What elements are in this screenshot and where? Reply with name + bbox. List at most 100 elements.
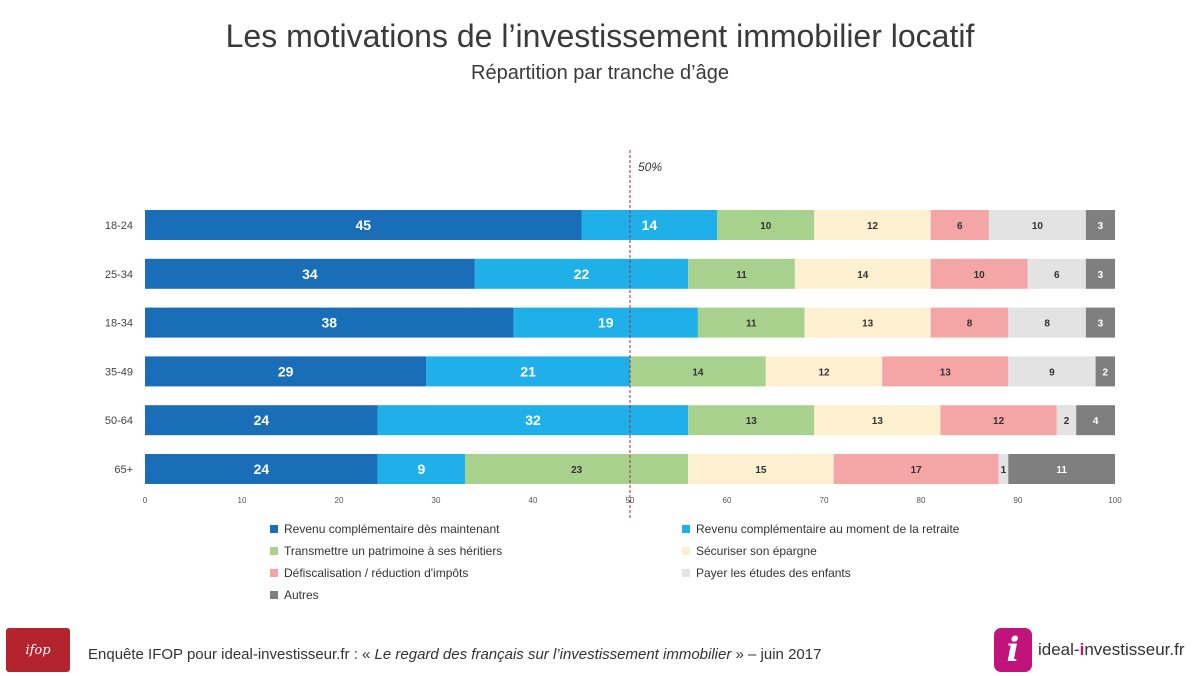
x-tick-label: 70 bbox=[820, 496, 829, 505]
data-label: 13 bbox=[872, 416, 884, 427]
bar-segment bbox=[804, 307, 931, 338]
data-label: 12 bbox=[993, 416, 1005, 427]
stacked-bar-chart: 18-24 45 14 10 12 6 10 325-34 34 22 11 14 10 6 318-34 3… bbox=[105, 150, 1122, 520]
bar-segment bbox=[688, 405, 815, 436]
data-label: 6 bbox=[957, 221, 963, 232]
data-label: 13 bbox=[940, 367, 952, 378]
data-label: 14 bbox=[642, 217, 658, 233]
legend-item: Autres bbox=[270, 588, 319, 602]
data-label: 11 bbox=[746, 319, 757, 330]
legend-swatch bbox=[270, 569, 278, 577]
legend-swatch bbox=[682, 547, 690, 555]
data-label: 19 bbox=[598, 315, 614, 331]
legend-item: Revenu complémentaire au moment de la re… bbox=[682, 522, 959, 536]
legend-swatch bbox=[270, 591, 278, 599]
footer-suffix: » – juin 2017 bbox=[731, 646, 822, 663]
data-label: 12 bbox=[867, 221, 879, 232]
x-tick-label: 80 bbox=[917, 496, 926, 505]
data-label: 13 bbox=[746, 416, 758, 427]
data-label: 23 bbox=[571, 465, 583, 476]
bar-segment bbox=[513, 307, 698, 338]
bar-segment bbox=[1056, 405, 1077, 436]
ideal-logo-highlight: i bbox=[1079, 640, 1085, 659]
data-label: 2 bbox=[1103, 367, 1109, 378]
bar-segment bbox=[688, 258, 795, 289]
legend-item: Revenu complémentaire dès maintenant bbox=[270, 522, 499, 536]
bar-segment bbox=[1085, 258, 1115, 289]
category-label: 18-34 bbox=[105, 318, 133, 330]
legend-label: Autres bbox=[284, 588, 319, 602]
data-label: 17 bbox=[911, 465, 923, 476]
legend-label: Revenu complémentaire dès maintenant bbox=[284, 522, 500, 536]
bar-segment bbox=[930, 258, 1028, 289]
legend-swatch bbox=[270, 547, 278, 555]
x-tick-label: 30 bbox=[432, 496, 441, 505]
category-label: 50-64 bbox=[105, 415, 133, 427]
bar-segment bbox=[1085, 307, 1115, 338]
legend-label: Payer les études des enfants bbox=[696, 566, 851, 580]
data-label: 6 bbox=[1054, 270, 1060, 281]
bar-segment bbox=[930, 210, 989, 240]
bar-segment bbox=[814, 210, 931, 240]
x-tick-label: 60 bbox=[723, 496, 732, 505]
bar-segment bbox=[998, 454, 1009, 484]
category-label: 35-49 bbox=[105, 366, 133, 378]
bar-segment bbox=[882, 356, 1009, 387]
data-label: 14 bbox=[857, 270, 869, 281]
bar-segment bbox=[688, 454, 834, 484]
data-label: 13 bbox=[862, 319, 874, 330]
data-label: 29 bbox=[278, 363, 294, 379]
legend-label: Transmettre un patrimoine à ses héritier… bbox=[284, 544, 503, 558]
legend-swatch bbox=[682, 569, 690, 577]
x-tick-label: 90 bbox=[1014, 496, 1023, 505]
data-label: 24 bbox=[254, 412, 270, 428]
legend-swatch bbox=[682, 525, 690, 533]
legend-item: Transmettre un patrimoine à ses héritier… bbox=[270, 544, 502, 558]
data-label: 11 bbox=[1056, 465, 1067, 476]
category-label: 18-24 bbox=[105, 220, 133, 232]
category-label: 25-34 bbox=[105, 269, 133, 281]
bar-segment bbox=[988, 210, 1086, 240]
legend-label: Revenu complémentaire au moment de la re… bbox=[696, 522, 960, 536]
data-label: 34 bbox=[302, 266, 318, 282]
data-label: 8 bbox=[1044, 319, 1050, 330]
x-tick-label: 10 bbox=[238, 496, 247, 505]
data-label: 21 bbox=[520, 363, 536, 379]
bar-segment bbox=[377, 454, 466, 484]
bar-segment bbox=[145, 405, 378, 436]
bar-segment bbox=[765, 356, 883, 387]
bar-segment bbox=[145, 210, 582, 240]
data-label: 24 bbox=[254, 461, 270, 477]
bar-segment bbox=[474, 258, 689, 289]
data-label: 12 bbox=[818, 367, 830, 378]
ideal-logo-suffix: nvestisseur.fr bbox=[1084, 640, 1185, 659]
data-label: 9 bbox=[418, 461, 426, 477]
data-label: 3 bbox=[1098, 221, 1104, 232]
bar-segment bbox=[465, 454, 689, 484]
bar-segment bbox=[1008, 454, 1115, 484]
legend-item: Payer les études des enfants bbox=[682, 566, 851, 580]
bar-segment bbox=[426, 356, 630, 387]
category-label: 65+ bbox=[114, 464, 133, 476]
bar-segment bbox=[814, 405, 941, 436]
bar-segment bbox=[794, 258, 931, 289]
bar-segment bbox=[1008, 356, 1096, 387]
data-label: 11 bbox=[736, 270, 747, 281]
bar-segment bbox=[145, 356, 427, 387]
legend-label: Défiscalisation / réduction d'impôts bbox=[284, 566, 469, 580]
ideal-i-icon: i bbox=[994, 628, 1032, 672]
data-label: 45 bbox=[355, 217, 371, 233]
footer-source: Enquête IFOP pour ideal-investisseur.fr … bbox=[88, 646, 821, 663]
data-label: 3 bbox=[1098, 319, 1104, 330]
legend-item: Défiscalisation / réduction d'impôts bbox=[270, 566, 468, 580]
bar-segment bbox=[940, 405, 1057, 436]
footer-survey-title: Le regard des français sur l’investissem… bbox=[374, 646, 732, 663]
x-tick-label: 0 bbox=[143, 496, 148, 505]
data-label: 22 bbox=[574, 266, 590, 282]
data-label: 10 bbox=[1032, 221, 1044, 232]
legend-label: Sécuriser son épargne bbox=[696, 544, 817, 558]
bar-segment bbox=[1027, 258, 1086, 289]
bar-segment bbox=[145, 454, 378, 484]
data-label: 15 bbox=[755, 465, 767, 476]
ifop-logo-text: ifop bbox=[25, 642, 51, 658]
